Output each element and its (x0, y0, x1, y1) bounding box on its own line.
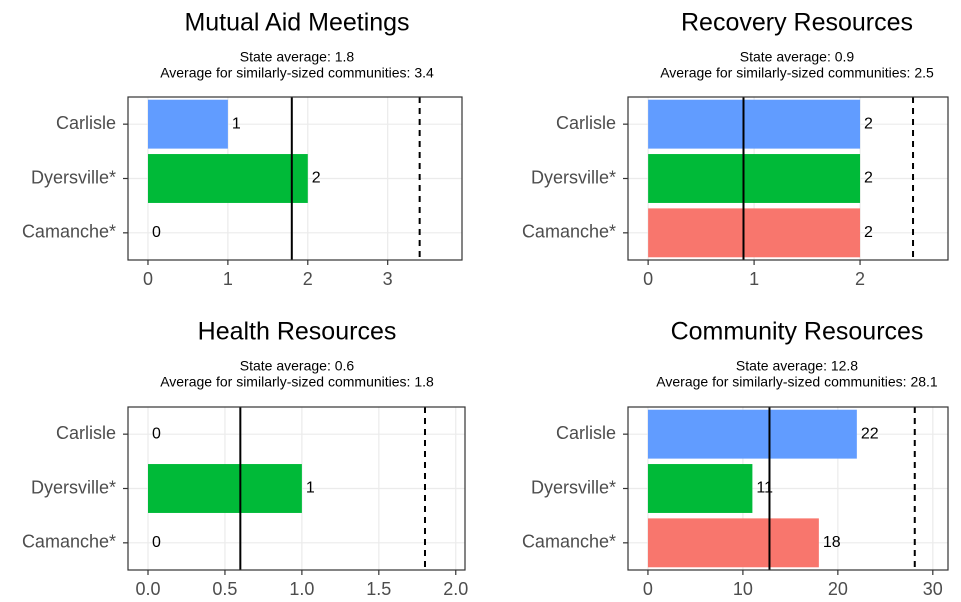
panel: Community Resources State average: 12.8Av… (522, 318, 949, 599)
value-label: 1 (232, 115, 241, 132)
subtitle: State average: 12.8 (736, 358, 858, 374)
category-label: Carlisle (56, 113, 116, 133)
x-tick-label: 1.0 (289, 579, 314, 599)
bar (647, 518, 819, 568)
value-label: 2 (864, 170, 873, 187)
plot-border (127, 406, 466, 571)
x-tick-label: 20 (828, 579, 848, 599)
value-label: 0 (152, 425, 161, 442)
category-label: Dyersville* (531, 167, 616, 187)
value-label: 2 (864, 115, 873, 132)
subtitle: State average: 0.6 (240, 358, 355, 374)
x-tick-label: 0.5 (212, 579, 237, 599)
x-tick-label: 0.0 (135, 579, 160, 599)
subtitle: State average: 0.9 (740, 49, 855, 65)
value-label: 2 (312, 170, 321, 187)
x-tick-label: 2.0 (443, 579, 468, 599)
x-tick-label: 1.5 (366, 579, 391, 599)
bar (148, 464, 302, 513)
panel: Health Resources State average: 0.6Averag… (22, 318, 468, 599)
value-label: 2 (864, 224, 873, 241)
bar (647, 464, 753, 513)
value-label: 1 (306, 480, 315, 497)
panel-title: Community Resources (671, 318, 924, 346)
bar (147, 99, 228, 149)
category-label: Camanche* (22, 222, 116, 242)
value-label: 11 (756, 480, 773, 497)
plot-border (627, 406, 949, 571)
x-tick-label: 0 (143, 269, 153, 289)
subtitle: Average for similarly-sized communities:… (660, 65, 934, 81)
value-label: 0 (152, 534, 161, 551)
panel: Recovery Resources State average: 0.9Aver… (522, 9, 949, 289)
panel-title: Mutual Aid Meetings (184, 9, 409, 37)
bar (648, 154, 861, 203)
category-label: Camanche* (22, 532, 116, 552)
category-label: Carlisle (56, 423, 116, 443)
category-label: Camanche* (522, 222, 616, 242)
bar (648, 99, 861, 149)
category-label: Carlisle (556, 113, 616, 133)
plot-border (627, 96, 949, 261)
subtitle: Average for similarly-sized communities:… (160, 374, 434, 390)
bar (648, 208, 861, 258)
category-label: Carlisle (556, 423, 616, 443)
x-tick-label: 0 (643, 269, 653, 289)
x-tick-label: 0 (643, 579, 653, 599)
panel: Mutual Aid Meetings State average: 1.8Ave… (22, 9, 463, 289)
category-label: Camanche* (522, 532, 616, 552)
x-tick-label: 3 (383, 269, 393, 289)
bar (147, 154, 308, 203)
category-label: Dyersville* (31, 477, 116, 497)
x-tick-label: 30 (923, 579, 943, 599)
subtitle: Average for similarly-sized communities:… (656, 374, 938, 390)
panel-title: Health Resources (198, 318, 397, 346)
subtitle: State average: 1.8 (240, 49, 355, 65)
bar (647, 409, 857, 459)
x-tick-label: 2 (855, 269, 865, 289)
category-label: Dyersville* (531, 477, 616, 497)
value-label: 0 (152, 224, 161, 241)
x-tick-label: 2 (303, 269, 313, 289)
value-label: 22 (861, 425, 879, 442)
x-tick-label: 1 (223, 269, 233, 289)
plot-border (127, 96, 463, 261)
panel-title: Recovery Resources (681, 9, 913, 37)
x-tick-label: 1 (749, 269, 759, 289)
category-label: Dyersville* (31, 167, 116, 187)
x-tick-label: 10 (733, 579, 753, 599)
value-label: 18 (823, 534, 841, 551)
subtitle: Average for similarly-sized communities:… (160, 65, 434, 81)
